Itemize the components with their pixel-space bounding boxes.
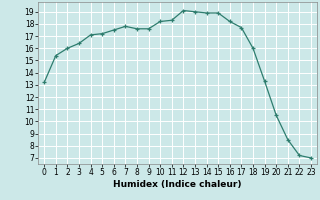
X-axis label: Humidex (Indice chaleur): Humidex (Indice chaleur) xyxy=(113,180,242,189)
